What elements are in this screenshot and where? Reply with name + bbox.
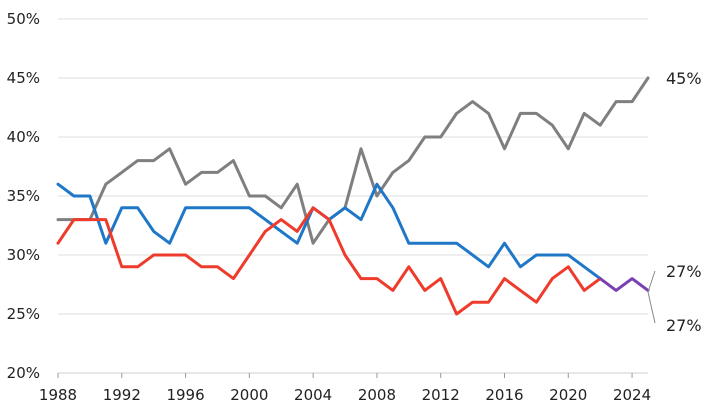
- series-purple-line: [598, 277, 650, 292]
- y-tick-label: 20%: [7, 364, 40, 382]
- bracket-line-lower: [647, 291, 656, 324]
- y-tick-label: 40%: [7, 128, 40, 146]
- x-tick-label: 2008: [358, 386, 396, 404]
- end-annotations: 45% 27% 27%: [647, 69, 702, 335]
- y-tick-label: 30%: [7, 246, 40, 264]
- series-red-line: [56, 206, 602, 316]
- x-tick-label: 1992: [103, 386, 141, 404]
- gridlines: [58, 18, 648, 374]
- y-tick-label: 50%: [7, 10, 40, 28]
- x-tick-label: 1988: [39, 386, 77, 404]
- x-tick-label: 2004: [294, 386, 332, 404]
- bracket-line-upper: [647, 270, 656, 293]
- y-tick-label: 45%: [7, 69, 40, 87]
- x-tick-label: 2000: [230, 386, 268, 404]
- x-tick-label: 2016: [485, 386, 523, 404]
- end-label-gray: 45%: [666, 69, 702, 88]
- end-label-upper: 27%: [666, 262, 702, 281]
- y-tick-label: 35%: [7, 187, 40, 205]
- x-tick-label: 2020: [549, 386, 587, 404]
- y-axis-ticks: 20% 25% 30% 35% 40% 45% 50%: [7, 10, 40, 382]
- x-tick-label: 2012: [422, 386, 460, 404]
- x-tick-label: 1996: [166, 386, 204, 404]
- end-label-lower: 27%: [666, 316, 702, 335]
- y-tick-label: 25%: [7, 305, 40, 323]
- x-axis-ticks: 1988 1992 1996 2000 2004 2008 2012 2016 2020 2024: [39, 372, 651, 404]
- series-lines: [56, 76, 650, 316]
- series-gray-line: [56, 76, 650, 245]
- x-tick-label: 2024: [613, 386, 651, 404]
